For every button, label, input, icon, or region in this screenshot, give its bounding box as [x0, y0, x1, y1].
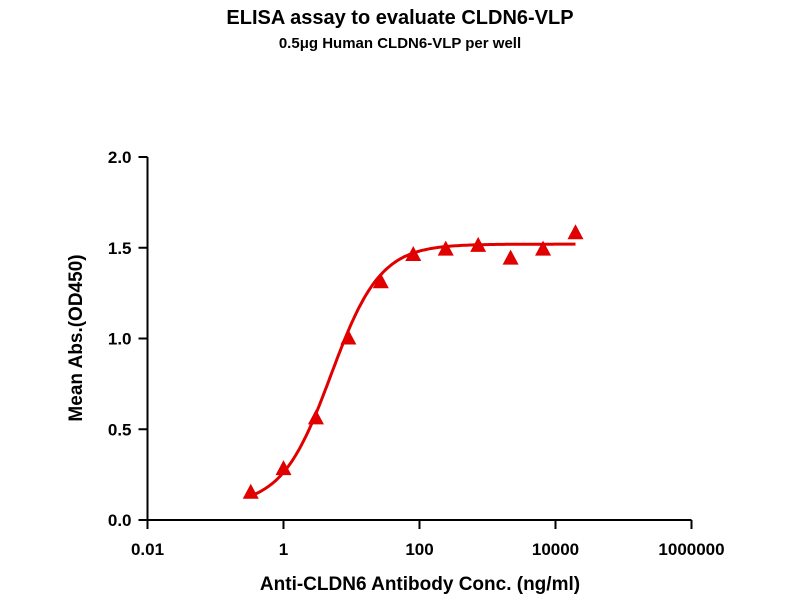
- data-point-triangle: [567, 224, 584, 240]
- y-axis-label: Mean Abs.(OD450): [66, 254, 87, 421]
- y-tick-label: 0.5: [108, 420, 132, 439]
- data-point-triangle: [405, 246, 422, 262]
- x-tick-label: 10000: [532, 540, 579, 559]
- data-point-triangle: [307, 409, 324, 425]
- x-tick-label: 0.01: [131, 540, 164, 559]
- x-axis-label: Anti-CLDN6 Antibody Conc. (ng/ml): [260, 574, 580, 595]
- data-point-triangle: [275, 460, 292, 476]
- data-point-triangle: [437, 240, 454, 256]
- y-tick-label: 1.0: [108, 330, 132, 349]
- data-point-triangle: [502, 249, 519, 265]
- data-point-triangle: [535, 240, 552, 256]
- x-tick-label: 100: [405, 540, 433, 559]
- x-tick-label: 1000000: [658, 540, 724, 559]
- chart-subtitle: 0.5μg Human CLDN6-VLP per well: [279, 35, 521, 52]
- y-tick-label: 1.5: [108, 239, 132, 258]
- x-tick-label: 1: [279, 540, 288, 559]
- data-points: [242, 224, 584, 499]
- data-point-triangle: [372, 273, 389, 289]
- y-tick-label: 0.0: [108, 511, 132, 530]
- fit-curve: [250, 242, 576, 498]
- data-point-triangle: [242, 483, 259, 499]
- chart-title: ELISA assay to evaluate CLDN6-VLP: [226, 7, 573, 29]
- data-point-triangle: [340, 329, 357, 345]
- y-tick-label: 2.0: [108, 148, 132, 167]
- axes: 0.01 1 100 10000 1000000 0.0 0.5 1.0 1.5 2.0: [108, 148, 725, 559]
- data-point-triangle: [470, 236, 487, 252]
